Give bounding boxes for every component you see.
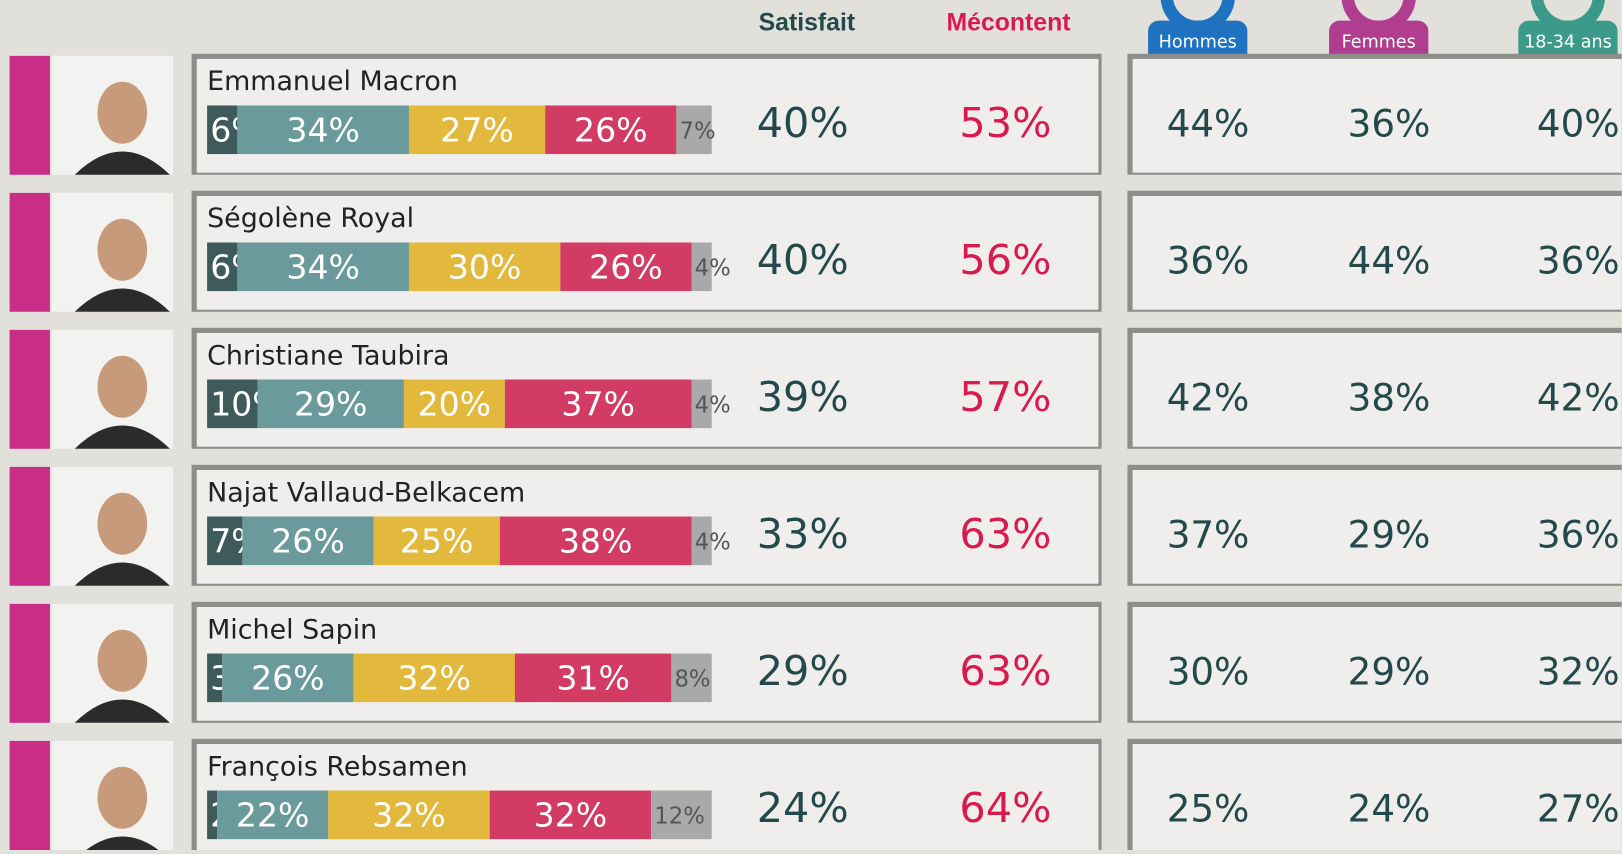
segment-label: 32% <box>534 795 608 834</box>
header-satisfait: Satisfait <box>759 9 855 36</box>
satisfait-value: 40% <box>757 99 849 147</box>
segment-label: 29% <box>294 384 368 423</box>
photo-head <box>97 630 147 692</box>
mecontent-value: 63% <box>959 510 1051 558</box>
satisfait-value: 24% <box>757 784 849 832</box>
row-stripe <box>10 56 50 175</box>
person-name: Christiane Taubira <box>207 340 449 371</box>
mecontent-value: 53% <box>959 99 1051 147</box>
segment-label: 34% <box>286 110 360 149</box>
segment-label-small: 12% <box>654 803 705 829</box>
segment-label-small: 7% <box>680 118 716 144</box>
person-name: Najat Vallaud-Belkacem <box>207 477 525 508</box>
group-header: 18-34 ans <box>1524 32 1612 52</box>
photo-head <box>97 493 147 555</box>
group-value: 38% <box>1348 376 1431 420</box>
satisfait-value: 39% <box>757 373 849 421</box>
segment-label: 22% <box>236 795 310 834</box>
satisfait-value: 33% <box>757 510 849 558</box>
photo-head <box>97 82 147 144</box>
header-mecontent: Mécontent <box>947 9 1071 36</box>
segment-label-small: 4% <box>695 255 731 281</box>
group-value: 42% <box>1537 376 1620 420</box>
mecontent-value: 57% <box>959 373 1051 421</box>
group-value: 42% <box>1167 376 1250 420</box>
segment-label: 31% <box>556 658 630 697</box>
segment-label: 26% <box>589 247 663 286</box>
row-stripe <box>10 741 50 850</box>
segment-label: 26% <box>574 110 648 149</box>
group-value: 37% <box>1167 513 1250 557</box>
person-name: Ségolène Royal <box>207 203 414 234</box>
group-value: 25% <box>1167 787 1250 831</box>
person-name: François Rebsamen <box>207 751 468 782</box>
group-value: 29% <box>1348 513 1431 557</box>
group-value: 30% <box>1167 650 1250 694</box>
group-header: Femmes <box>1342 32 1416 52</box>
infographic: Satisfait Mécontent Hommes Femmes 18-34 an… <box>0 0 1622 850</box>
row-stripe <box>10 193 50 312</box>
group-value: 27% <box>1537 787 1620 831</box>
row-stripe <box>10 604 50 723</box>
satisfait-value: 29% <box>757 647 849 695</box>
person-name: Michel Sapin <box>207 614 377 645</box>
group-value: 36% <box>1537 239 1620 283</box>
segment-label-small: 4% <box>695 529 731 555</box>
segment-label: 38% <box>559 521 633 560</box>
photo-head <box>97 219 147 281</box>
segment-label: 26% <box>271 521 345 560</box>
segment-label: 32% <box>372 795 446 834</box>
group-value: 44% <box>1348 239 1431 283</box>
group-value: 24% <box>1348 787 1431 831</box>
segment-label: 27% <box>440 110 514 149</box>
segment-label: 30% <box>448 247 522 286</box>
mecontent-value: 63% <box>959 647 1051 695</box>
segment-label-small: 4% <box>695 392 731 418</box>
segment-label: 20% <box>418 384 492 423</box>
group-value: 40% <box>1537 102 1620 146</box>
row-stripe <box>10 330 50 449</box>
photo-head <box>97 356 147 418</box>
group-value: 29% <box>1348 650 1431 694</box>
group-header: Hommes <box>1159 32 1237 52</box>
mecontent-value: 56% <box>959 236 1051 284</box>
group-value: 36% <box>1348 102 1431 146</box>
segment-label: 37% <box>561 384 635 423</box>
segment-label: 32% <box>397 658 471 697</box>
group-value: 36% <box>1537 513 1620 557</box>
mecontent-value: 64% <box>959 784 1051 832</box>
person-name: Emmanuel Macron <box>207 66 458 97</box>
satisfait-value: 40% <box>757 236 849 284</box>
segment-label: 25% <box>400 521 474 560</box>
segment-label: 34% <box>286 247 360 286</box>
group-value: 44% <box>1167 102 1250 146</box>
photo-head <box>97 767 147 829</box>
row-stripe <box>10 467 50 586</box>
segment-label-small: 8% <box>674 666 710 692</box>
page: Satisfait Mécontent Hommes Femmes 18-34 an… <box>0 0 1622 854</box>
group-value: 36% <box>1167 239 1250 283</box>
group-value: 32% <box>1537 650 1620 694</box>
segment-label: 26% <box>251 658 325 697</box>
